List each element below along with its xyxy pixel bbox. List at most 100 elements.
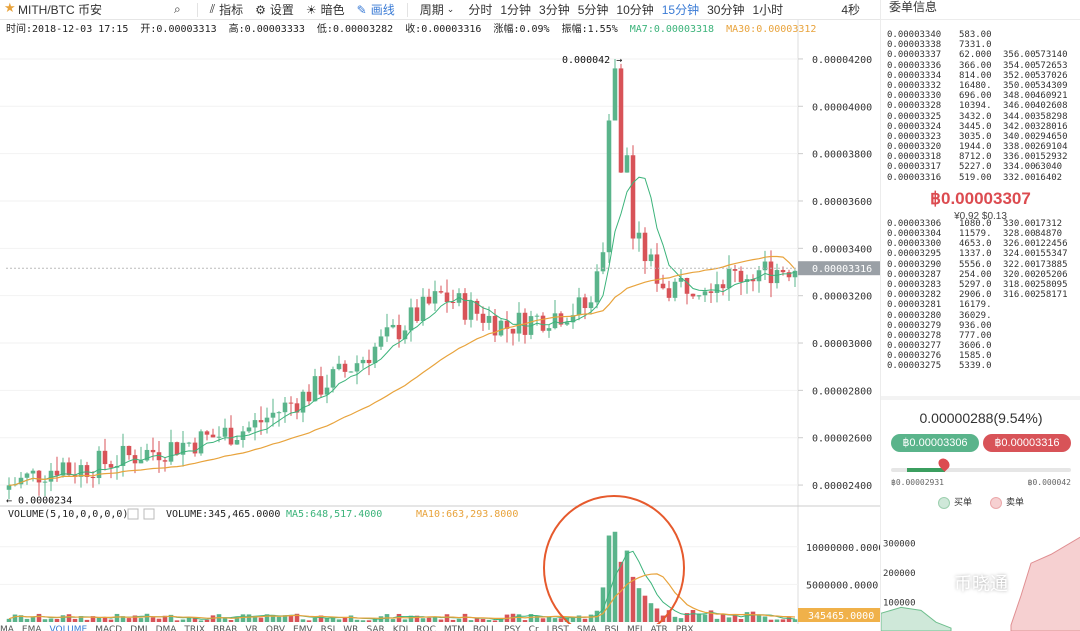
bids-cell <box>1035 351 1075 361</box>
asks-row[interactable]: 0.00003324 3445.0 342.00 328016 <box>887 122 1080 132</box>
interval-3[interactable]: 5分钟 <box>577 3 609 17</box>
indicator-tab-6[interactable]: TRIX <box>184 625 205 631</box>
asks-cell: 0.00003323 <box>887 131 942 142</box>
bids-cell: 258095 <box>1035 279 1068 290</box>
bids-row[interactable]: 0.00003279 936.00 <box>887 321 1080 331</box>
indicator-tab-5[interactable]: DMA <box>155 625 177 631</box>
indicator-label: 指标 <box>219 3 244 17</box>
pair-selector[interactable]: ★ MITH/BTC 币安 <box>0 0 168 18</box>
depth-bid-area <box>881 606 952 631</box>
asks-row[interactable]: 0.00003340 583.00 <box>887 30 1080 40</box>
asks-cell: 0.00003337 <box>887 50 942 61</box>
asks-row[interactable]: 0.00003323 3035.0 340.00 294650 <box>887 132 1080 142</box>
pencil-icon: ✎ <box>356 2 367 17</box>
indicator-tab-7[interactable]: BRAR <box>213 625 238 631</box>
volume-bar <box>78 616 84 622</box>
asks-row[interactable]: 0.00003320 1944.0 338.00 269104 <box>887 142 1080 152</box>
indicator-tab-11[interactable]: RSI <box>320 625 336 631</box>
asks-row[interactable]: 0.00003338 7331.0 <box>887 40 1080 50</box>
indicator-tab-3[interactable]: MACD <box>95 625 123 631</box>
buy-button[interactable]: ฿0.00003306 <box>891 434 979 452</box>
bids-row[interactable]: 0.00003304 11579. 328.00 84870 <box>887 229 1080 239</box>
interval-4[interactable]: 10分钟 <box>616 3 654 17</box>
indicator-tab-24[interactable]: ATR <box>650 625 668 631</box>
indicator-tab-25[interactable]: PBX <box>675 625 694 631</box>
interval-1[interactable]: 1分钟 <box>500 3 532 17</box>
asks-row[interactable]: 0.00003316 519.00 332.00 16402 <box>887 173 1080 183</box>
last-price-block: ฿0.00003307 ¥0.92 $0.13 <box>881 183 1080 223</box>
bids-row[interactable]: 0.00003281 16179. <box>887 300 1080 310</box>
asks-cell: 814.00 <box>959 70 992 81</box>
bids-row[interactable]: 0.00003280 36029. <box>887 311 1080 321</box>
indicator-tab-19[interactable]: Cr <box>528 625 539 631</box>
volume-bar <box>192 618 198 622</box>
asks-cell: 269104 <box>1035 142 1068 153</box>
volume-bar <box>264 614 270 622</box>
volume-bar <box>240 614 246 622</box>
asks-row[interactable]: 0.00003336 366.00 354.00 572653 <box>887 61 1080 71</box>
candle-body <box>450 301 456 303</box>
bids-row[interactable]: 0.00003276 1585.0 <box>887 351 1080 361</box>
indicator-tab-22[interactable]: BSI <box>604 625 619 631</box>
sell-button[interactable]: ฿0.00003316 <box>983 434 1071 452</box>
bids-row[interactable]: 0.00003306 1080.0 330.00 17312 <box>887 219 1080 229</box>
indicator-button[interactable]: ⫽ 指标 <box>204 1 249 18</box>
price-range-slider[interactable] <box>891 456 1071 472</box>
candle-body <box>702 291 708 296</box>
bids-row[interactable]: 0.00003282 2906.0 316.00 258171 <box>887 290 1080 300</box>
candle-body <box>654 254 660 284</box>
period-dropdown[interactable]: 周期 ⌄ <box>414 1 465 18</box>
interval-5[interactable]: 15分钟 <box>661 3 700 17</box>
indicator-tab-17[interactable]: BOLL <box>472 625 497 631</box>
asks-row[interactable]: 0.00003328 10394. 346.00 402608 <box>887 101 1080 111</box>
indicator-tab-1[interactable]: EMA <box>21 625 42 631</box>
search-button[interactable]: ⌕ <box>168 2 191 17</box>
bids-row[interactable]: 0.00003287 254.00 320.00 205206 <box>887 270 1080 280</box>
volume-bar <box>582 618 588 622</box>
interval-7[interactable]: 1小时 <box>752 3 784 17</box>
indicator-tab-9[interactable]: OBV <box>265 625 286 631</box>
indicator-tab-2[interactable]: VOLUME <box>49 625 88 631</box>
indicator-tab-16[interactable]: MTM <box>443 625 465 631</box>
bids-row[interactable]: 0.00003290 5556.0 322.00 173885 <box>887 260 1080 270</box>
volume-bar <box>354 619 360 622</box>
interval-0[interactable]: 分时 <box>468 3 493 17</box>
sell-legend: 卖单 <box>990 495 1024 509</box>
bids-cell <box>1003 341 1035 351</box>
asks-row[interactable]: 0.00003317 5227.0 334.00 63040 <box>887 162 1080 172</box>
indicator-tab-15[interactable]: ROC <box>416 625 436 631</box>
asks-row[interactable]: 0.00003337 62.000 356.00 573140 <box>887 50 1080 60</box>
draw-button[interactable]: ✎ 画线 <box>351 1 401 18</box>
indicator-tab-4[interactable]: DMI <box>130 625 148 631</box>
bids-row[interactable]: 0.00003275 5339.0 <box>887 361 1080 371</box>
indicator-tab-21[interactable]: SMA <box>576 625 597 631</box>
indicator-tab-10[interactable]: EMV <box>293 625 313 631</box>
indicator-tab-12[interactable]: WR <box>343 625 359 631</box>
bids-row[interactable]: 0.00003295 1337.0 324.00 155347 <box>887 249 1080 259</box>
bids-row[interactable]: 0.00003278 777.00 <box>887 331 1080 341</box>
bids-cell: 0.00003281 <box>887 300 942 311</box>
range-low: ฿0.00002931 <box>891 478 944 487</box>
indicator-tab-18[interactable]: PSY <box>504 625 521 631</box>
star-icon[interactable]: ★ <box>4 0 16 15</box>
indicator-tab-8[interactable]: VR <box>245 625 258 631</box>
theme-button[interactable]: ☀ 暗色 <box>300 1 351 18</box>
bids-row[interactable]: 0.00003300 4653.0 326.00 122456 <box>887 239 1080 249</box>
asks-row[interactable]: 0.00003330 696.00 348.00 460921 <box>887 91 1080 101</box>
settings-button[interactable]: ⚙ 设置 <box>249 1 300 18</box>
indicator-tab-13[interactable]: SAR <box>366 625 385 631</box>
interval-2[interactable]: 3分钟 <box>539 3 570 17</box>
bids-row[interactable]: 0.00003283 5297.0 318.00 258095 <box>887 280 1080 290</box>
indicator-tab-20[interactable]: LBST <box>546 625 569 631</box>
interval-6[interactable]: 30分钟 <box>707 3 745 17</box>
asks-cell: 0.00003340 <box>887 30 942 40</box>
asks-row[interactable]: 0.00003325 3432.0 344.00 358298 <box>887 112 1080 122</box>
indicator-tab-14[interactable]: KDJ <box>392 625 409 631</box>
candlestick-chart[interactable]: 0.00004200 0.00004000 0.00003800 0.00003600… <box>0 20 880 624</box>
asks-row[interactable]: 0.00003332 16480. 350.00 534309 <box>887 81 1080 91</box>
indicator-tab-23[interactable]: MFI <box>626 625 643 631</box>
bids-row[interactable]: 0.00003277 3606.0 <box>887 341 1080 351</box>
asks-row[interactable]: 0.00003334 814.00 352.00 537026 <box>887 71 1080 81</box>
asks-row[interactable]: 0.00003318 8712.0 336.00 152932 <box>887 152 1080 162</box>
indicator-tab-0[interactable]: MA <box>0 625 14 631</box>
